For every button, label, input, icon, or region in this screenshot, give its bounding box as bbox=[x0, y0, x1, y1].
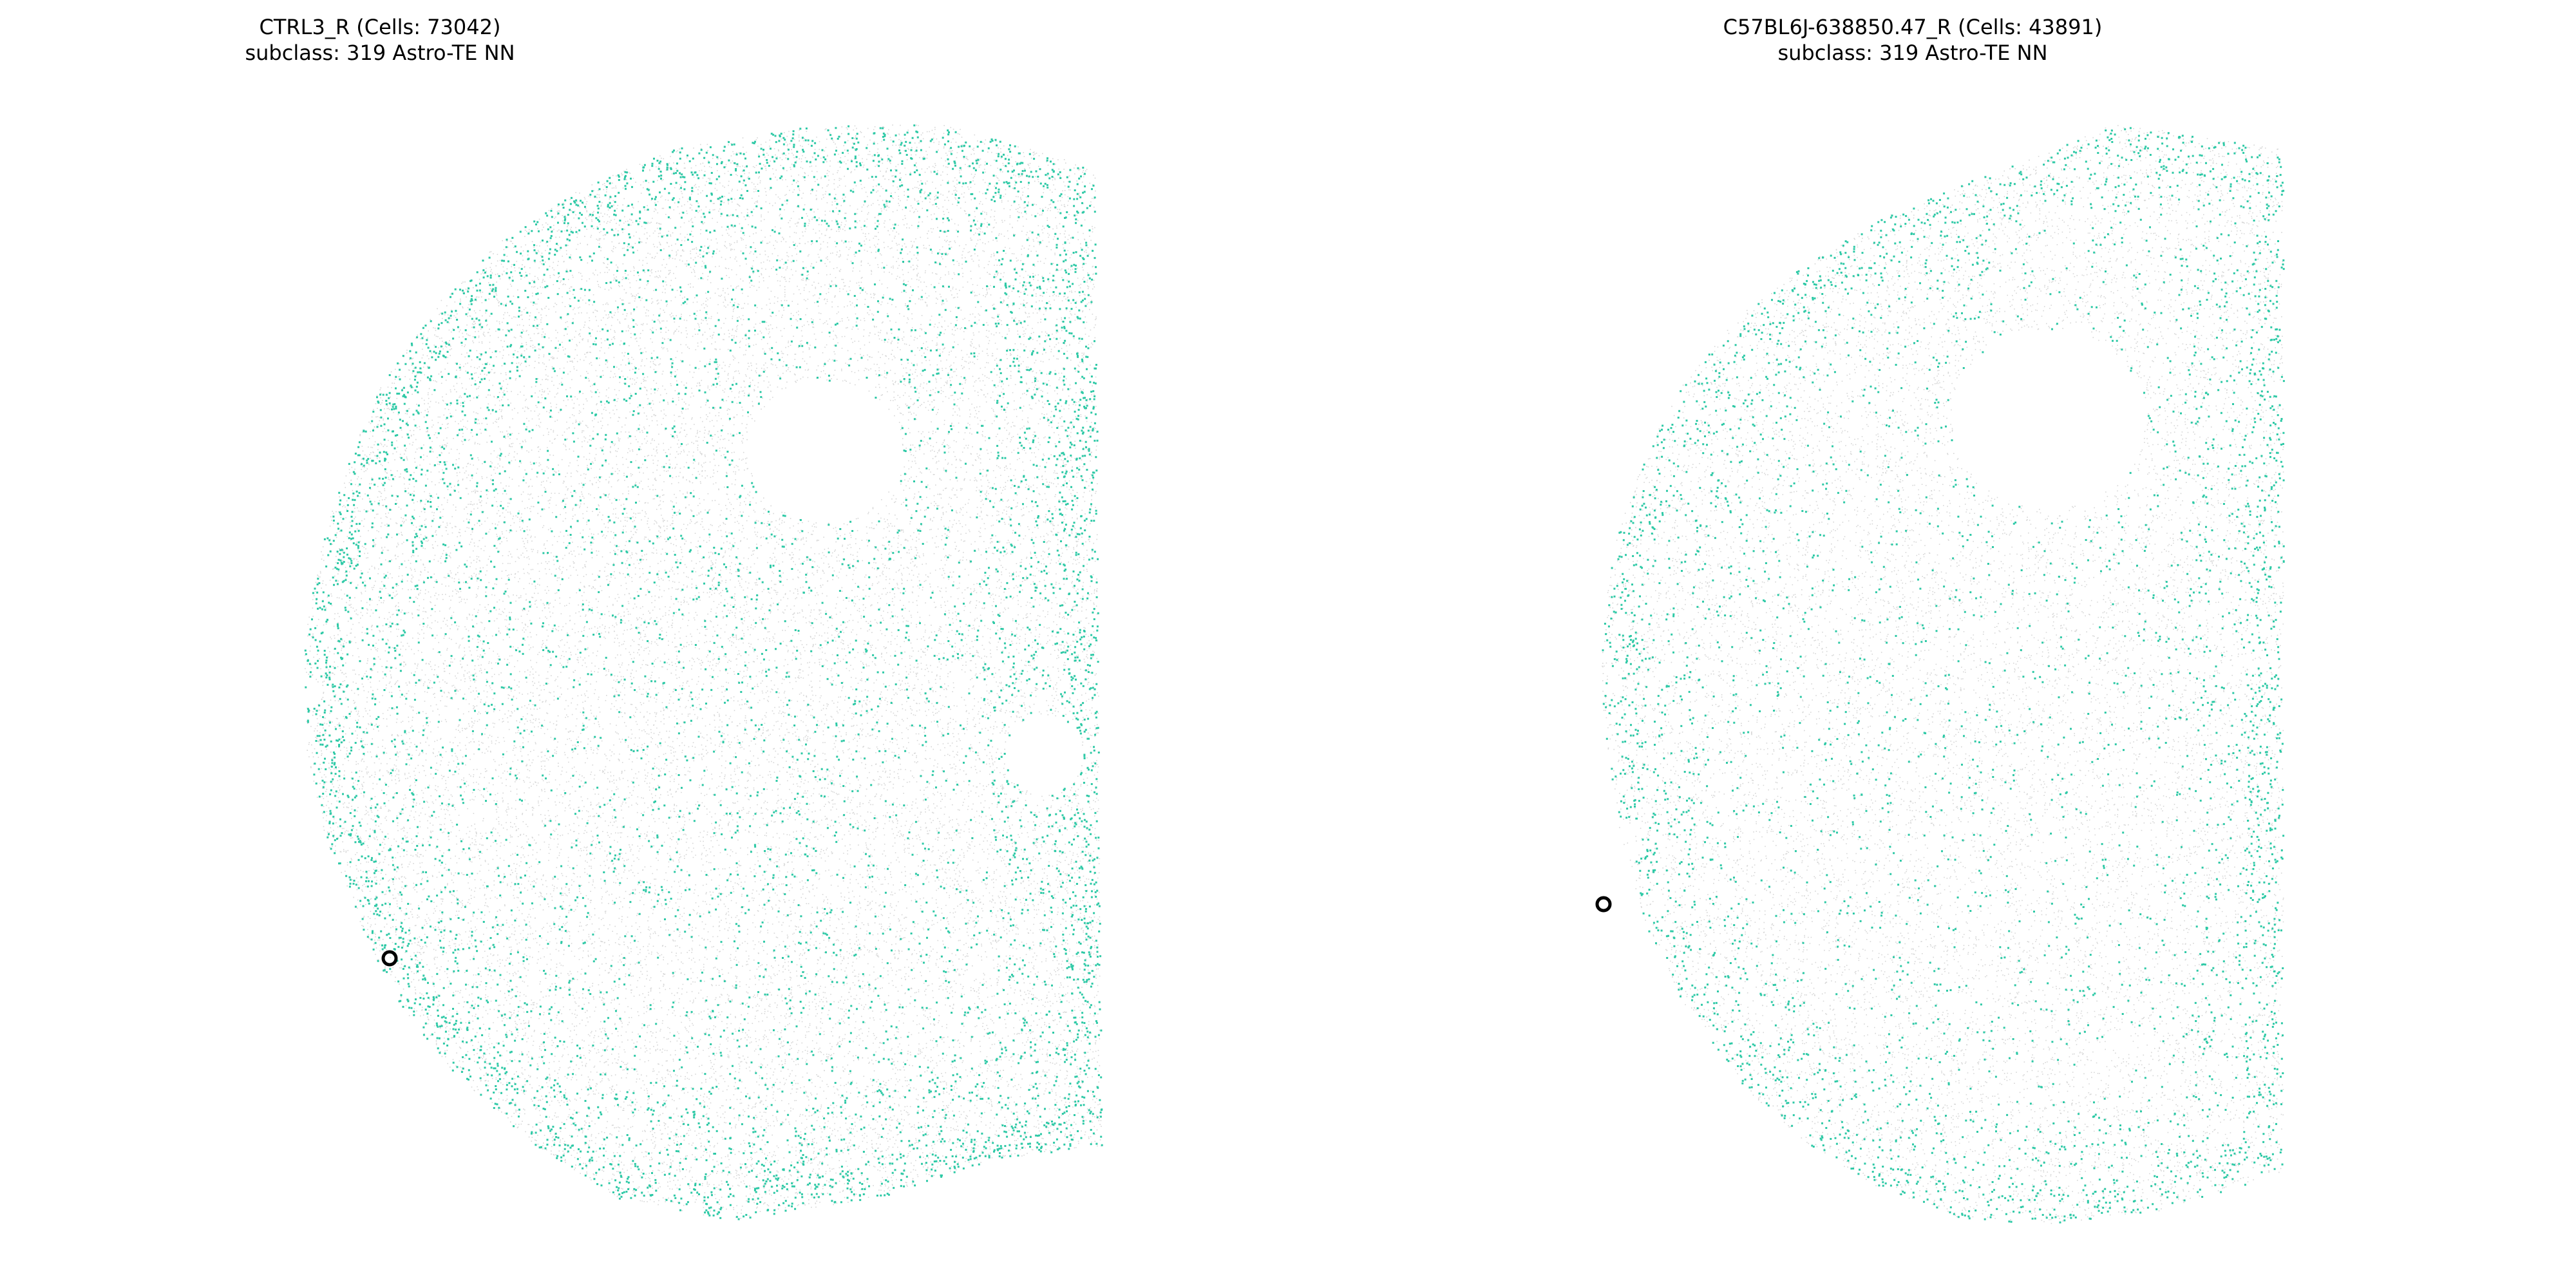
subclass-cells-layer bbox=[1602, 127, 2285, 1224]
panel-title-right: C57BL6J-638850.47_R (Cells: 43891) subcl… bbox=[1571, 14, 2254, 66]
highlight-marker bbox=[1595, 896, 1612, 913]
highlight-marker bbox=[381, 950, 398, 967]
all-cells-layer bbox=[1602, 125, 2284, 1224]
scatter-plot-left bbox=[304, 124, 1103, 1220]
scatter-panel-left: CTRL3_R (Cells: 73042) subclass: 319 Ast… bbox=[58, 14, 1103, 1220]
chart-title: CTRL3_R (Cells: 73042) bbox=[259, 15, 501, 39]
all-cells-points bbox=[304, 124, 1102, 1219]
panel-title-left: CTRL3_R (Cells: 73042) subclass: 319 Ast… bbox=[58, 14, 702, 66]
chart-subtitle: subclass: 319 Astro-TE NN bbox=[245, 41, 515, 65]
all-cells-layer bbox=[304, 124, 1102, 1219]
chart-subtitle: subclass: 319 Astro-TE NN bbox=[1777, 41, 2048, 65]
marker-layer bbox=[1595, 896, 1612, 913]
subclass-cells-points bbox=[1602, 127, 2285, 1224]
chart-title: C57BL6J-638850.47_R (Cells: 43891) bbox=[1723, 15, 2103, 39]
marker-layer bbox=[381, 950, 398, 967]
scatter-panel-right: C57BL6J-638850.47_R (Cells: 43891) subcl… bbox=[1288, 0, 2576, 1288]
subclass-cells-points bbox=[304, 124, 1103, 1220]
scatter-plot-right bbox=[1595, 125, 2285, 1224]
all-cells-points bbox=[1602, 125, 2284, 1224]
subclass-cells-layer bbox=[304, 124, 1103, 1220]
